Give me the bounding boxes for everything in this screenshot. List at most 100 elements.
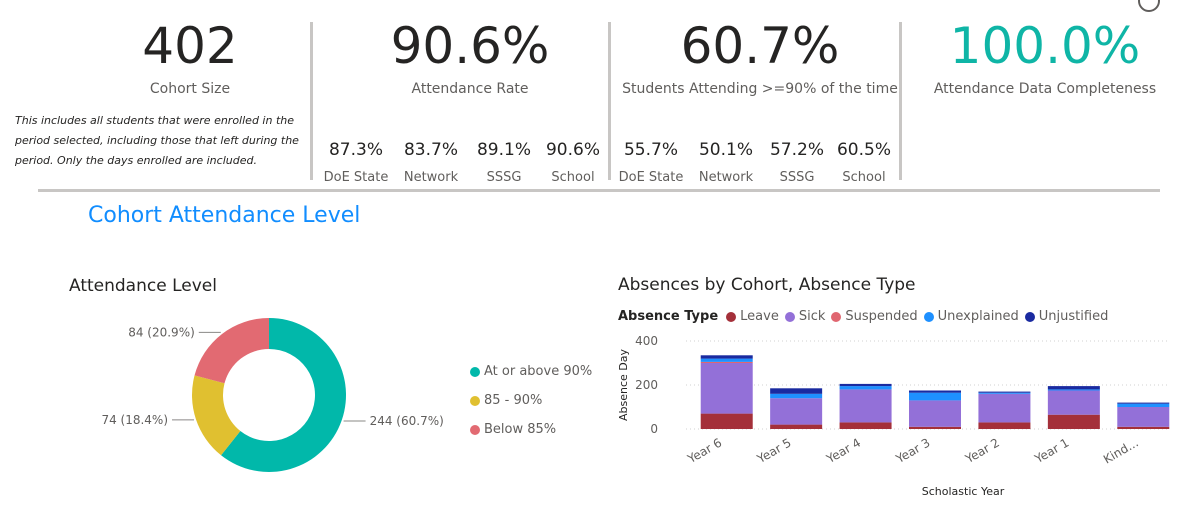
bar-segment-unjustified[interactable] bbox=[839, 383, 892, 387]
attending-90-label: Students Attending >=90% of the time bbox=[622, 81, 898, 97]
legend-dot bbox=[831, 311, 842, 322]
bar-segment-sick[interactable] bbox=[839, 389, 892, 423]
legend-item-unexplained[interactable]: Unexplained bbox=[923, 309, 1019, 324]
donut-slice-85-90[interactable] bbox=[192, 375, 241, 456]
bar-segment-leave[interactable] bbox=[1117, 426, 1170, 429]
bar-segment-leave[interactable] bbox=[839, 422, 892, 429]
bar-segment-sick[interactable] bbox=[909, 400, 961, 427]
legend-dot bbox=[470, 424, 480, 435]
legend-dot bbox=[726, 311, 737, 322]
section-divider bbox=[38, 189, 1160, 192]
attendance-sssg-value: 89.1% bbox=[476, 140, 531, 160]
x-tick-label: Year 4 bbox=[823, 435, 863, 466]
completeness-value: 100.0% bbox=[949, 17, 1141, 75]
bar-segment-sick[interactable] bbox=[1117, 407, 1170, 427]
bar-segment-unexplained[interactable] bbox=[700, 358, 753, 362]
bar-segment-leave[interactable] bbox=[770, 424, 823, 429]
legend-item-leave[interactable]: Leave bbox=[726, 309, 779, 324]
bar-segment-leave[interactable] bbox=[978, 422, 1031, 429]
attending90-doe-label: DoE State bbox=[618, 170, 684, 185]
legend-dot bbox=[470, 395, 480, 406]
bar-segment-unexplained[interactable] bbox=[1047, 389, 1100, 391]
donut-slice-at-or-above-90[interactable] bbox=[221, 318, 346, 472]
bar-segment-unexplained[interactable] bbox=[839, 386, 892, 390]
bar-segment-sick[interactable] bbox=[700, 363, 753, 414]
bar-segment-unjustified[interactable] bbox=[1117, 402, 1170, 404]
x-tick-label: Year 3 bbox=[893, 435, 933, 466]
donut-slice-below-85[interactable] bbox=[194, 318, 269, 384]
x-axis-title: Scholastic Year bbox=[922, 485, 1005, 498]
bar-segment-sick[interactable] bbox=[1047, 390, 1100, 415]
donut-chart-title: Attendance Level bbox=[69, 276, 217, 296]
donut-legend-item[interactable]: 85 - 90% bbox=[470, 393, 542, 408]
attendance-rate-value: 90.6% bbox=[390, 17, 550, 75]
donut-legend-item[interactable]: At or above 90% bbox=[470, 364, 592, 379]
attending90-network-value: 50.1% bbox=[698, 140, 753, 160]
section-title: Cohort Attendance Level bbox=[88, 203, 361, 228]
attendance-doe-value: 87.3% bbox=[328, 140, 383, 160]
divider bbox=[310, 22, 313, 180]
x-tick-label: Year 6 bbox=[684, 435, 724, 466]
bar-segment-unjustified[interactable] bbox=[978, 391, 1031, 393]
attendance-school-label: School bbox=[551, 170, 595, 185]
bar-segment-leave[interactable] bbox=[909, 426, 961, 429]
bar-segment-unjustified[interactable] bbox=[1047, 386, 1100, 390]
legend-label: At or above 90% bbox=[484, 364, 593, 379]
legend-item-unjustified[interactable]: Unjustified bbox=[1024, 309, 1109, 324]
legend-label: Sick bbox=[798, 309, 826, 324]
legend-dot bbox=[1024, 311, 1035, 322]
legend-dot bbox=[923, 311, 934, 322]
x-tick-label: Kind... bbox=[1101, 435, 1141, 466]
attendance-school-value: 90.6% bbox=[545, 140, 600, 160]
legend-item-sick[interactable]: Sick bbox=[784, 309, 826, 324]
bar-segment-unexplained[interactable] bbox=[909, 392, 961, 401]
cohort-size-label: Cohort Size bbox=[149, 81, 231, 97]
bar-segment-sick[interactable] bbox=[978, 393, 1031, 423]
x-tick-label: Year 1 bbox=[1032, 435, 1072, 466]
cohort-size-value: 402 bbox=[142, 17, 238, 75]
legend-label: Unjustified bbox=[1038, 309, 1109, 324]
legend-label: Suspended bbox=[845, 309, 918, 324]
y-axis-title: Absence Day bbox=[617, 349, 630, 422]
donut-chart: 244 (60.7%) 74 (18.4%) 84 (20.9%) bbox=[101, 318, 444, 472]
attendance-doe-label: DoE State bbox=[323, 170, 389, 185]
attendance-sssg-label: SSSG bbox=[486, 170, 522, 185]
bar-segment-leave[interactable] bbox=[1047, 414, 1100, 429]
legend-dot bbox=[470, 366, 480, 377]
attending90-network-label: Network bbox=[698, 170, 754, 185]
legend-dot bbox=[784, 311, 795, 322]
y-tick-label: 200 bbox=[635, 378, 658, 392]
bar-chart-title: Absences by Cohort, Absence Type bbox=[618, 275, 916, 295]
donut-legend-item[interactable]: Below 85% bbox=[470, 422, 556, 437]
legend-item-suspended[interactable]: Suspended bbox=[831, 309, 918, 324]
legend-label: 85 - 90% bbox=[484, 393, 543, 408]
divider bbox=[899, 22, 902, 180]
info-icon[interactable] bbox=[1138, 0, 1160, 12]
bar-segment-unexplained[interactable] bbox=[978, 392, 1031, 394]
donut-data-label: 84 (20.9%) bbox=[128, 325, 195, 339]
bar-segment-sick[interactable] bbox=[770, 398, 823, 425]
legend-label: Below 85% bbox=[484, 422, 557, 437]
attending90-doe-value: 55.7% bbox=[623, 140, 678, 160]
bar-segment-unexplained[interactable] bbox=[1117, 403, 1170, 407]
bar-segment-unjustified[interactable] bbox=[909, 390, 961, 393]
legend-label: Leave bbox=[740, 309, 779, 324]
donut-data-label: 244 (60.7%) bbox=[370, 414, 444, 428]
attending90-school-label: School bbox=[842, 170, 886, 185]
legend-label: Unexplained bbox=[937, 309, 1019, 324]
y-tick-label: 0 bbox=[650, 422, 658, 436]
attendance-network-label: Network bbox=[403, 170, 459, 185]
x-tick-label: Year 2 bbox=[962, 435, 1002, 466]
cohort-note: This includes all students that were enr… bbox=[15, 114, 299, 167]
bar-segment-unjustified[interactable] bbox=[700, 355, 753, 359]
attendance-network-value: 83.7% bbox=[403, 140, 458, 160]
attending90-sssg-value: 57.2% bbox=[769, 140, 824, 160]
bar-segment-leave[interactable] bbox=[700, 413, 753, 429]
bar-segment-unexplained[interactable] bbox=[770, 393, 823, 399]
divider bbox=[608, 22, 611, 180]
completeness-label: Attendance Data Completeness bbox=[933, 81, 1157, 97]
bar-segment-unjustified[interactable] bbox=[770, 388, 823, 394]
x-tick-label: Year 5 bbox=[754, 435, 794, 466]
attending90-sssg-label: SSSG bbox=[779, 170, 815, 185]
bar-segment-suspended[interactable] bbox=[700, 361, 753, 363]
